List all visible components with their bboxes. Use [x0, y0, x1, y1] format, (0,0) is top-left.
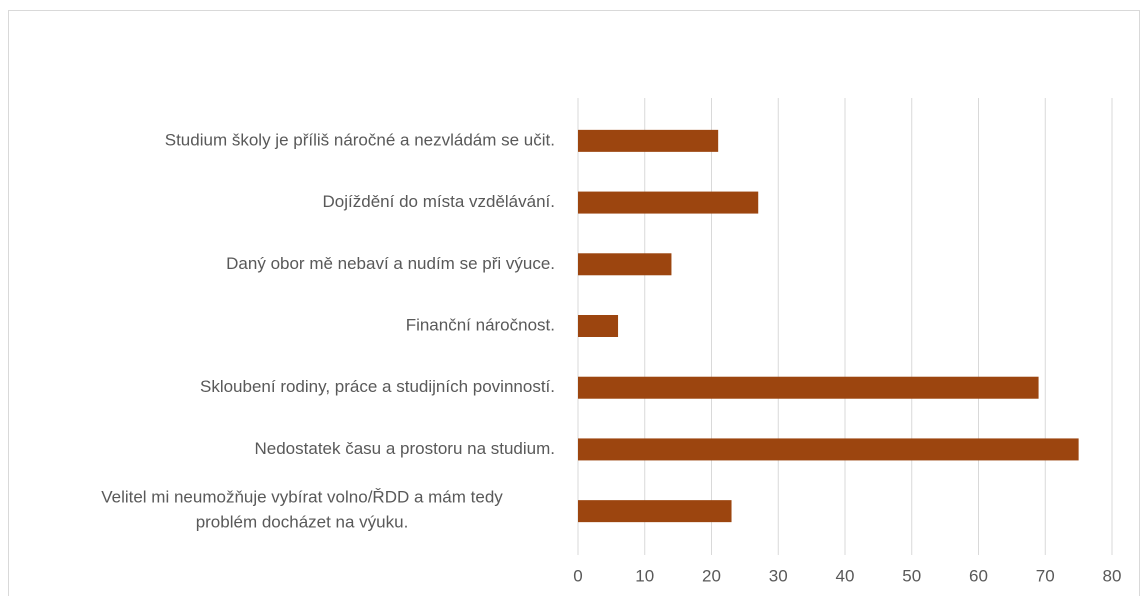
- x-tick-label: 80: [1103, 566, 1122, 585]
- x-tick-label: 0: [573, 566, 582, 585]
- y-tick-label: Velitel mi neumožňuje vybírat volno/ŘDD …: [101, 488, 503, 532]
- y-tick-label: Skloubení rodiny, práce a studijních pov…: [200, 377, 555, 396]
- chart-frame: [8, 10, 1140, 596]
- y-tick-label: Studium školy je příliš náročné a nezvlá…: [165, 130, 555, 149]
- y-tick-label: Finanční náročnost.: [406, 315, 555, 334]
- bar: [578, 315, 619, 337]
- y-tick-label: Nedostatek času a prostoru na studium.: [255, 439, 556, 458]
- x-tick-label: 20: [702, 566, 721, 585]
- x-tick-label: 10: [635, 566, 654, 585]
- y-tick-label: Dojíždění do místa vzdělávání.: [323, 192, 555, 211]
- x-tick-label: 50: [902, 566, 921, 585]
- x-tick-label: 40: [836, 566, 855, 585]
- x-tick-label: 70: [1036, 566, 1055, 585]
- x-tick-label: 30: [769, 566, 788, 585]
- y-tick-label: Daný obor mě nebaví a nudím se při výuce…: [226, 254, 555, 273]
- bar: [578, 500, 732, 523]
- bar: [578, 438, 1079, 461]
- bar: [578, 191, 759, 214]
- bar: [578, 129, 719, 152]
- bar: [578, 376, 1039, 399]
- x-tick-label: 60: [969, 566, 988, 585]
- bar: [578, 253, 672, 276]
